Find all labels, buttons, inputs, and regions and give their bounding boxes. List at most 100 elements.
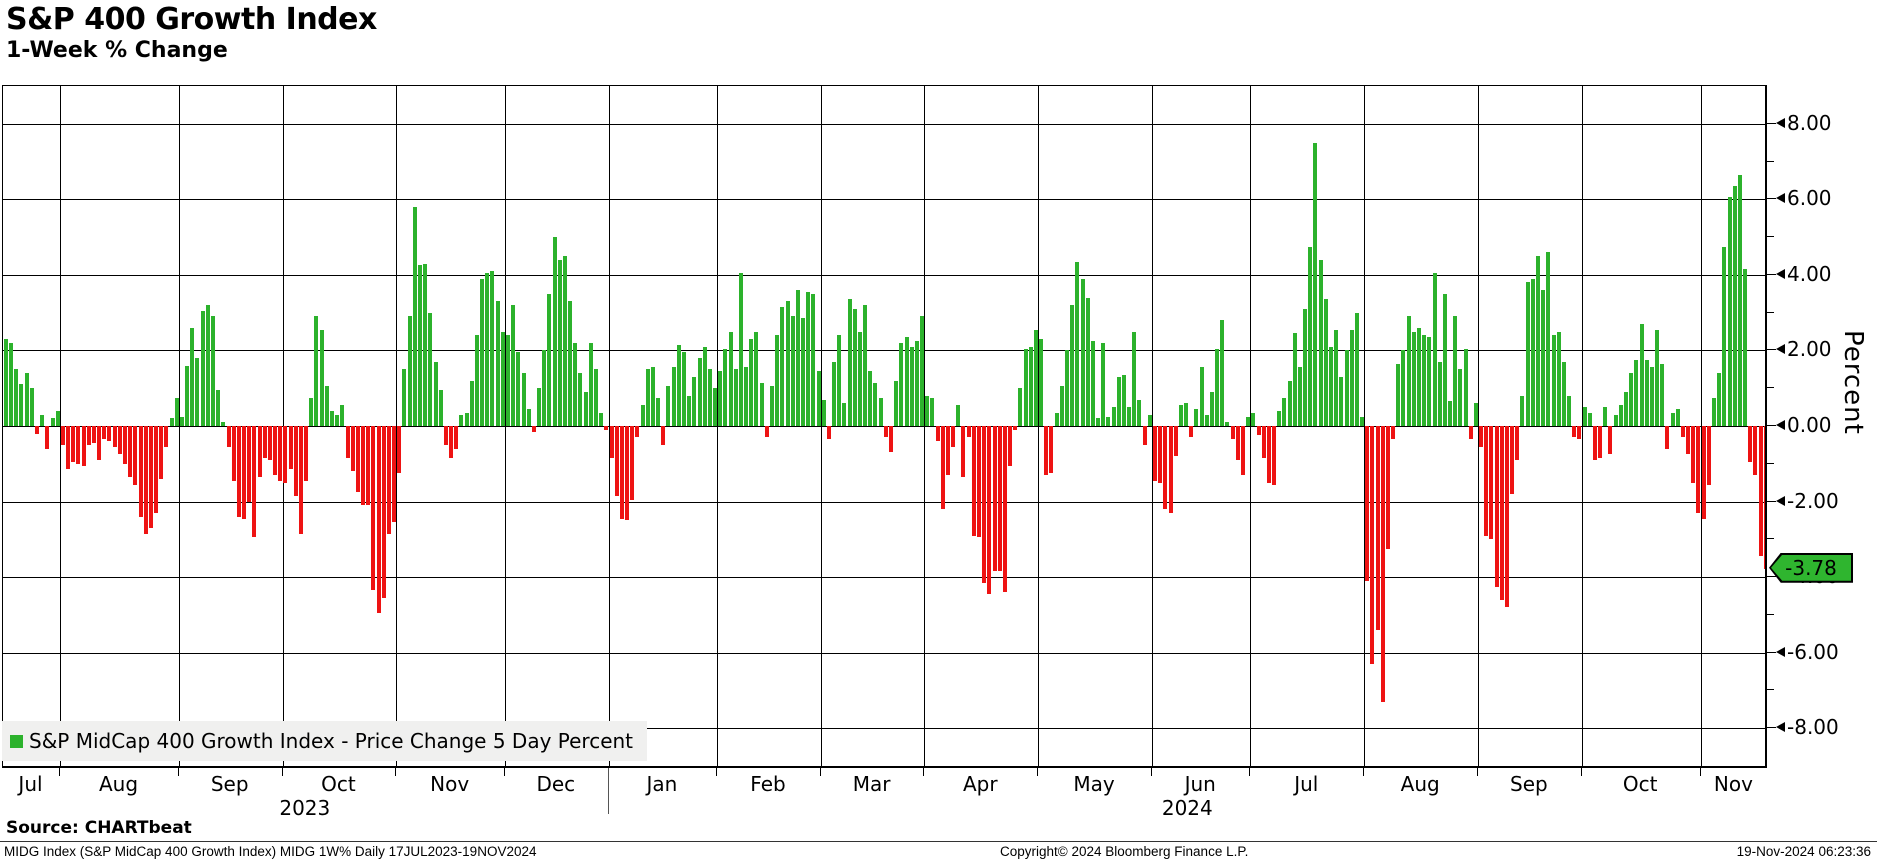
data-bar[interactable] <box>1546 252 1551 426</box>
data-bar[interactable] <box>117 426 122 455</box>
data-bar[interactable] <box>1515 426 1520 460</box>
data-bar[interactable] <box>588 342 593 426</box>
data-bar[interactable] <box>625 426 629 521</box>
data-bar[interactable] <box>1225 422 1230 426</box>
data-bar[interactable] <box>1629 373 1634 426</box>
data-bar[interactable] <box>764 426 769 438</box>
data-bar[interactable] <box>857 331 862 426</box>
data-bar[interactable] <box>1442 293 1447 426</box>
data-bar[interactable] <box>1303 308 1308 426</box>
data-bar[interactable] <box>45 426 50 449</box>
data-bar[interactable] <box>1696 426 1701 513</box>
data-bar[interactable] <box>1360 416 1364 426</box>
data-bar[interactable] <box>1743 269 1747 426</box>
data-bar[interactable] <box>345 426 350 459</box>
data-bar[interactable] <box>811 293 816 426</box>
data-bar[interactable] <box>24 373 29 426</box>
data-bar[interactable] <box>578 373 583 426</box>
data-bar[interactable] <box>1396 363 1401 426</box>
data-bar[interactable] <box>449 426 453 459</box>
data-bar[interactable] <box>1536 256 1540 426</box>
data-bar[interactable] <box>1121 375 1126 426</box>
data-bar[interactable] <box>1158 426 1163 483</box>
data-bar[interactable] <box>66 426 70 470</box>
data-bar[interactable] <box>1556 331 1561 426</box>
data-bar[interactable] <box>1282 397 1287 426</box>
data-bar[interactable] <box>371 426 376 591</box>
data-bar[interactable] <box>231 426 236 481</box>
data-bar[interactable] <box>940 426 945 510</box>
data-bar[interactable] <box>1246 416 1251 426</box>
data-bar[interactable] <box>1013 426 1018 430</box>
data-bar[interactable] <box>474 335 479 426</box>
data-bar[interactable] <box>687 395 692 426</box>
data-bar[interactable] <box>324 386 329 426</box>
data-bar[interactable] <box>319 329 324 426</box>
data-bar[interactable] <box>1634 359 1639 426</box>
data-bar[interactable] <box>1567 395 1571 426</box>
data-bar[interactable] <box>86 426 91 445</box>
data-bar[interactable] <box>583 392 588 426</box>
data-bar[interactable] <box>1354 312 1359 426</box>
data-bar[interactable] <box>195 358 200 426</box>
data-bar[interactable] <box>1763 426 1765 569</box>
data-bar[interactable] <box>1587 412 1592 426</box>
data-bar[interactable] <box>997 426 1002 572</box>
data-bar[interactable] <box>1111 407 1116 426</box>
data-bar[interactable] <box>407 316 412 426</box>
data-bar[interactable] <box>1370 426 1375 664</box>
data-bar[interactable] <box>1675 409 1680 426</box>
data-bar[interactable] <box>1494 426 1499 587</box>
data-bar[interactable] <box>506 335 510 426</box>
data-bar[interactable] <box>1712 397 1716 426</box>
data-bar[interactable] <box>1416 327 1421 426</box>
data-bar[interactable] <box>749 339 754 426</box>
data-bar[interactable] <box>1090 341 1095 426</box>
data-bar[interactable] <box>640 405 645 426</box>
data-bar[interactable] <box>133 426 138 485</box>
data-bar[interactable] <box>1008 426 1012 466</box>
data-bar[interactable] <box>1691 426 1696 483</box>
data-bar[interactable] <box>210 316 215 426</box>
data-bar[interactable] <box>495 301 500 426</box>
data-bar[interactable] <box>816 371 821 426</box>
data-bar[interactable] <box>847 299 852 426</box>
data-bar[interactable] <box>1520 395 1525 426</box>
data-bar[interactable] <box>14 369 19 426</box>
data-bar[interactable] <box>340 405 345 426</box>
data-bar[interactable] <box>1453 316 1458 426</box>
data-bar[interactable] <box>852 308 857 426</box>
data-bar[interactable] <box>619 426 624 519</box>
data-bar[interactable] <box>454 426 459 449</box>
data-bar[interactable] <box>236 426 241 517</box>
data-bar[interactable] <box>790 316 795 426</box>
data-bar[interactable] <box>718 371 723 426</box>
data-bar[interactable] <box>868 371 873 426</box>
data-bar[interactable] <box>335 414 340 426</box>
data-bar[interactable] <box>1002 426 1007 593</box>
data-bar[interactable] <box>164 426 169 447</box>
data-bar[interactable] <box>262 426 267 459</box>
data-bar[interactable] <box>1168 426 1173 513</box>
data-bar[interactable] <box>599 412 604 426</box>
data-bar[interactable] <box>1592 426 1597 460</box>
data-bar[interactable] <box>894 380 899 426</box>
data-bar[interactable] <box>1127 407 1132 426</box>
data-bar[interactable] <box>1608 426 1613 455</box>
data-bar[interactable] <box>112 426 117 447</box>
data-bar[interactable] <box>1318 259 1323 426</box>
data-bar[interactable] <box>1603 407 1608 426</box>
data-bar[interactable] <box>60 426 65 445</box>
data-bar[interactable] <box>542 350 547 426</box>
data-bar[interactable] <box>1411 331 1416 426</box>
data-bar[interactable] <box>9 342 14 426</box>
data-bar[interactable] <box>293 426 298 496</box>
data-bar[interactable] <box>526 409 531 426</box>
data-bar[interactable] <box>309 397 314 426</box>
data-bar[interactable] <box>1618 405 1623 426</box>
data-bar[interactable] <box>977 426 981 538</box>
data-bar[interactable] <box>50 418 55 426</box>
data-bar[interactable] <box>122 426 127 464</box>
data-bar[interactable] <box>1044 426 1049 476</box>
data-bar[interactable] <box>1308 246 1313 426</box>
